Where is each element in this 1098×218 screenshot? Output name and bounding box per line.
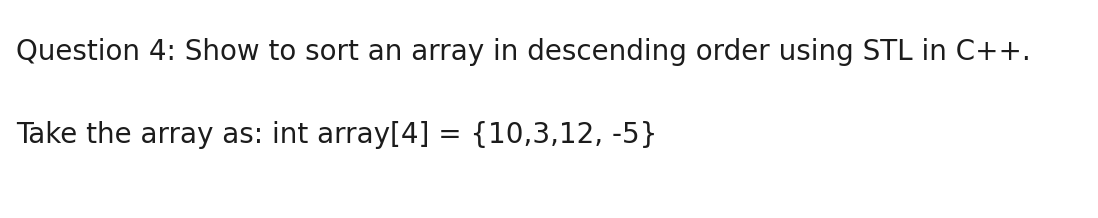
Text: Question 4: Show to sort an array in descending order using STL in C++.: Question 4: Show to sort an array in des… xyxy=(16,38,1031,66)
Text: Take the array as: int array[4] = {10,3,12, -5}: Take the array as: int array[4] = {10,3,… xyxy=(16,121,658,149)
